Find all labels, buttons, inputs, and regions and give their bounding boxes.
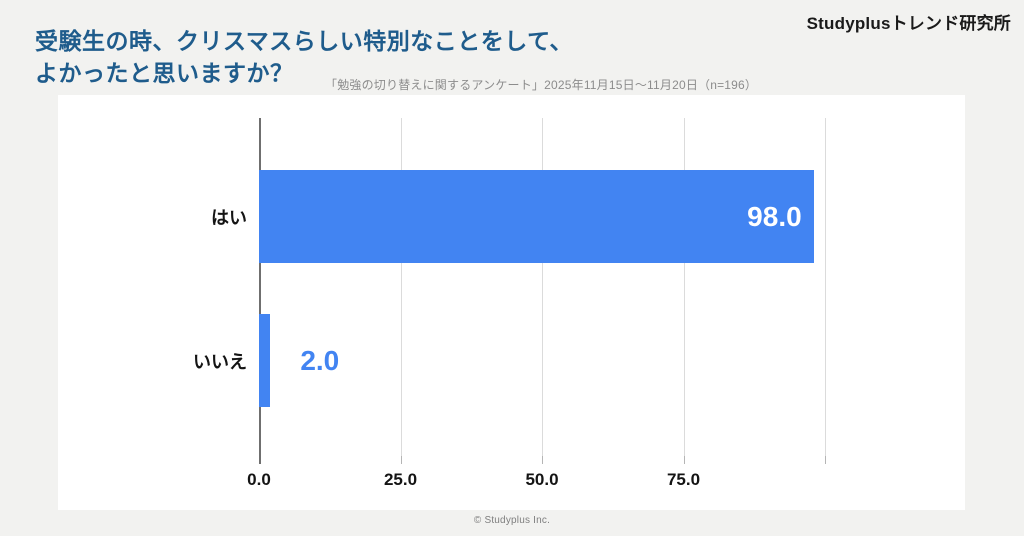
gridline-50 — [542, 118, 543, 456]
chart-title: 受験生の時、クリスマスらしい特別なことをして、 よかったと思いますか？ — [35, 28, 573, 86]
bar-row-yes: はい 98.0 — [211, 170, 825, 263]
bar-value-label-yes: 98.0 — [747, 200, 802, 232]
bar-value-label-no: 2.0 — [300, 344, 340, 376]
bar-row-no: いいえ 2.0 — [193, 314, 825, 407]
gridline-100 — [825, 118, 826, 456]
x-tick-0 — [259, 456, 261, 464]
x-tick-100 — [825, 456, 826, 464]
gridline-75 — [683, 118, 685, 456]
x-tick-label-50: 50.0 — [525, 470, 559, 489]
survey-source-note: 「勉強の切り替えに関するアンケート」2025年11月15日～11月20日（n=1… — [325, 78, 758, 92]
bar-yes: 98.0 — [259, 170, 814, 263]
bar-no — [259, 314, 271, 407]
gridline-25 — [400, 118, 402, 456]
studyplus-trend-lab-logo: Studyplusトレンド研究所 — [806, 14, 1011, 33]
x-tick-label-0: 0.0 — [247, 470, 271, 489]
category-label-yes: はい — [211, 207, 247, 228]
x-tick-label-75: 75.0 — [666, 470, 701, 489]
copyright: © Studyplus Inc. — [473, 515, 551, 526]
x-tick-50 — [542, 456, 543, 464]
x-tick-25 — [400, 456, 402, 464]
chart-card: 0.0 25.0 50.0 75.0 はい 98.0 いいえ 2.0 — [58, 95, 965, 510]
x-tick-label-25: 25.0 — [383, 470, 418, 489]
plot-area: 0.0 25.0 50.0 75.0 はい 98.0 いいえ 2.0 — [193, 118, 826, 489]
category-label-no: いいえ — [193, 351, 247, 372]
y-axis-line — [259, 118, 261, 456]
x-tick-75 — [683, 456, 685, 464]
